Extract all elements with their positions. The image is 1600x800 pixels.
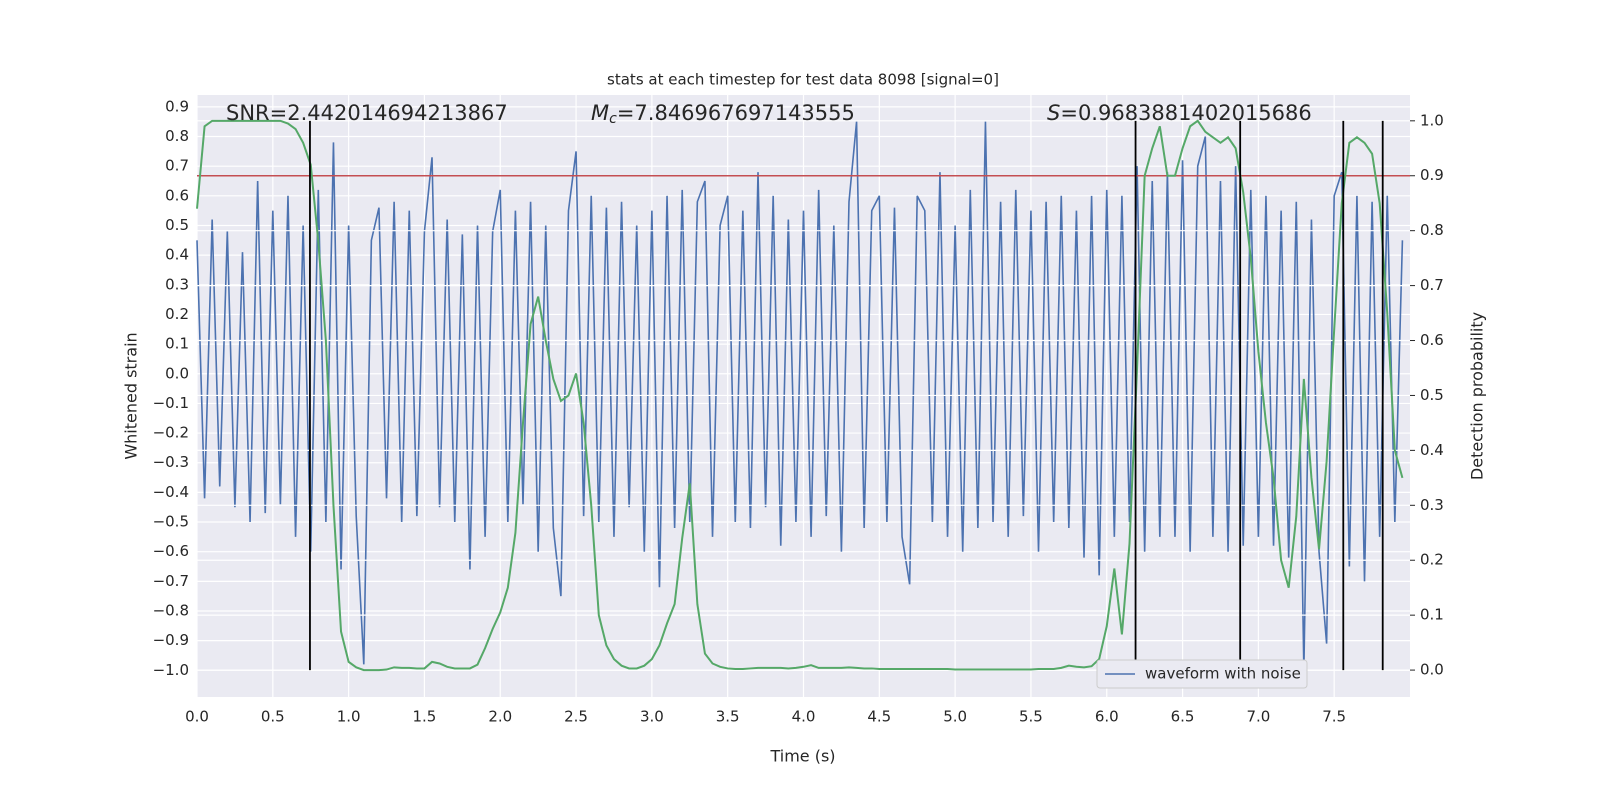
series-line — [196, 121, 1404, 671]
x-tick-label: 2.5 — [564, 708, 588, 726]
x-tick-label: 2.0 — [488, 708, 512, 726]
annotation-text: =0.9683881402015686 — [1060, 101, 1311, 125]
y-tick-label: 0.0 — [165, 364, 189, 382]
annotation: S=0.9683881402015686 — [1047, 101, 1312, 125]
legend-box — [1096, 659, 1308, 689]
annotation-subscript: c — [609, 111, 617, 127]
y-tick-label: 0.5 — [165, 216, 189, 234]
x-tick-label: 4.0 — [792, 708, 816, 726]
y-tick-label: 0.1 — [165, 335, 189, 353]
x-tick-label: 0.0 — [185, 708, 209, 726]
annotation: SNR=2.442014694213867 — [226, 101, 508, 125]
x-tick-label: 5.5 — [1019, 708, 1043, 726]
y2-tick-label: 0.1 — [1420, 606, 1444, 624]
y-tick-label: 0.2 — [165, 305, 189, 323]
y2-tick-label: 0.0 — [1420, 661, 1444, 679]
y-tick-label: 0.4 — [165, 246, 189, 264]
y-tick-label: 0.8 — [165, 127, 189, 145]
annotation-text: =7.846967697143555 — [617, 101, 855, 125]
y-tick-label: 0.9 — [165, 97, 189, 115]
y-tick-label: −0.5 — [153, 513, 189, 531]
y-tick-label: 0.3 — [165, 275, 189, 293]
legend-label: waveform with noise — [1145, 665, 1301, 683]
y2-tick-label: 0.5 — [1420, 386, 1444, 404]
y-tick-label: −0.4 — [153, 483, 189, 501]
y2-tick-label: 0.2 — [1420, 551, 1444, 569]
y2-tick-label: 0.8 — [1420, 221, 1444, 239]
y2-tick-label: 1.0 — [1420, 111, 1444, 129]
y-tick-label: −0.8 — [153, 602, 189, 620]
annotation: Mc=7.846967697143555 — [591, 101, 855, 127]
y-tick-label: −0.1 — [153, 394, 189, 412]
chart-title: stats at each timestep for test data 809… — [607, 71, 999, 89]
x-tick-label: 4.5 — [867, 708, 891, 726]
x-axis-label: Time (s) — [769, 747, 835, 766]
y-tick-label: −1.0 — [153, 661, 189, 679]
y-tick-label: 0.7 — [165, 157, 189, 175]
x-tick-label: 5.0 — [943, 708, 967, 726]
annotation-text: SNR=2.442014694213867 — [226, 101, 508, 125]
x-tick-label: 7.5 — [1322, 708, 1346, 726]
y-tick-label: −0.6 — [153, 542, 189, 560]
y2-tick-label: 0.9 — [1420, 166, 1444, 184]
y2-tick-label: 0.7 — [1420, 276, 1444, 294]
y-tick-label: −0.2 — [153, 424, 189, 442]
x-tick-label: 1.0 — [337, 708, 361, 726]
y-tick-label: −0.7 — [153, 572, 189, 590]
x-tick-label: 6.0 — [1095, 708, 1119, 726]
y-axis-label: Whitened strain — [122, 332, 141, 459]
annotation-symbol: M — [591, 101, 609, 125]
y-tick-label: −0.9 — [153, 631, 189, 649]
y2-tick-label: 0.4 — [1420, 441, 1444, 459]
x-tick-label: 0.5 — [261, 708, 285, 726]
annotation-symbol: S — [1047, 101, 1060, 125]
x-tick-label: 1.5 — [413, 708, 437, 726]
y-tick-label: 0.6 — [165, 186, 189, 204]
y2-tick-label: 0.3 — [1420, 496, 1444, 514]
x-tick-label: 3.5 — [716, 708, 740, 726]
x-tick-label: 7.0 — [1246, 708, 1270, 726]
y-tick-label: −0.3 — [153, 453, 189, 471]
x-tick-label: 3.0 — [640, 708, 664, 726]
series-line — [196, 119, 1404, 672]
y2-axis-label: Detection probability — [1468, 312, 1487, 480]
x-tick-label: 6.5 — [1171, 708, 1195, 726]
y2-tick-label: 0.6 — [1420, 331, 1444, 349]
